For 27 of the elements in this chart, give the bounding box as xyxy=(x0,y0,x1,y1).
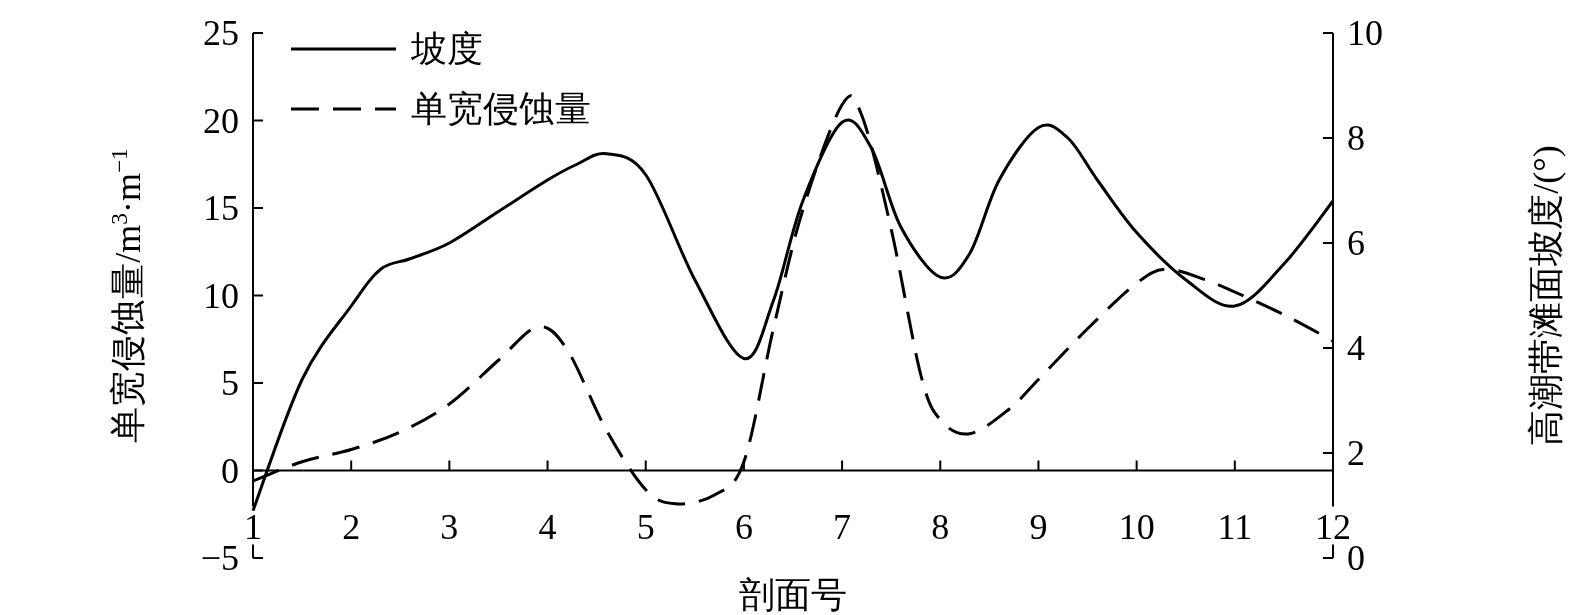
x-tick-label: 6 xyxy=(734,506,753,547)
x-tick-label: 10 xyxy=(1118,506,1155,547)
y-tick-label: 25 xyxy=(203,13,239,53)
y-tick-label: 20 xyxy=(203,100,239,141)
x-tick-label: 7 xyxy=(833,506,852,547)
x-axis-title: 剖面号 xyxy=(739,575,847,615)
y-tick-label: 5 xyxy=(221,363,239,403)
x-tick-label: 8 xyxy=(931,506,950,547)
y-tick-label: 15 xyxy=(203,188,239,228)
y-tick-label: −5 xyxy=(200,538,239,578)
x-tick-label: 11 xyxy=(1217,506,1253,547)
x-tick-label: 1 xyxy=(244,506,262,547)
y-tick-label: 0 xyxy=(221,450,239,491)
x-tick-label: 5 xyxy=(636,506,655,547)
legend-label: 坡度 xyxy=(410,29,483,69)
y2-tick-label: 10 xyxy=(1347,13,1383,53)
y2-axis-title: 高潮带滩面坡度/(°) xyxy=(1526,145,1566,446)
x-tick-label: 3 xyxy=(440,506,459,547)
x-tick-label: 4 xyxy=(538,506,557,547)
x-tick-label: 2 xyxy=(342,506,361,547)
y2-tick-label: 4 xyxy=(1347,328,1365,368)
legend-label: 单宽侵蚀量 xyxy=(411,89,591,129)
y2-tick-label: 8 xyxy=(1347,118,1365,158)
y-tick-label: 10 xyxy=(203,275,239,316)
y2-tick-label: 6 xyxy=(1347,223,1365,263)
y2-tick-label: 2 xyxy=(1347,433,1365,473)
x-tick-label: 9 xyxy=(1029,506,1048,547)
